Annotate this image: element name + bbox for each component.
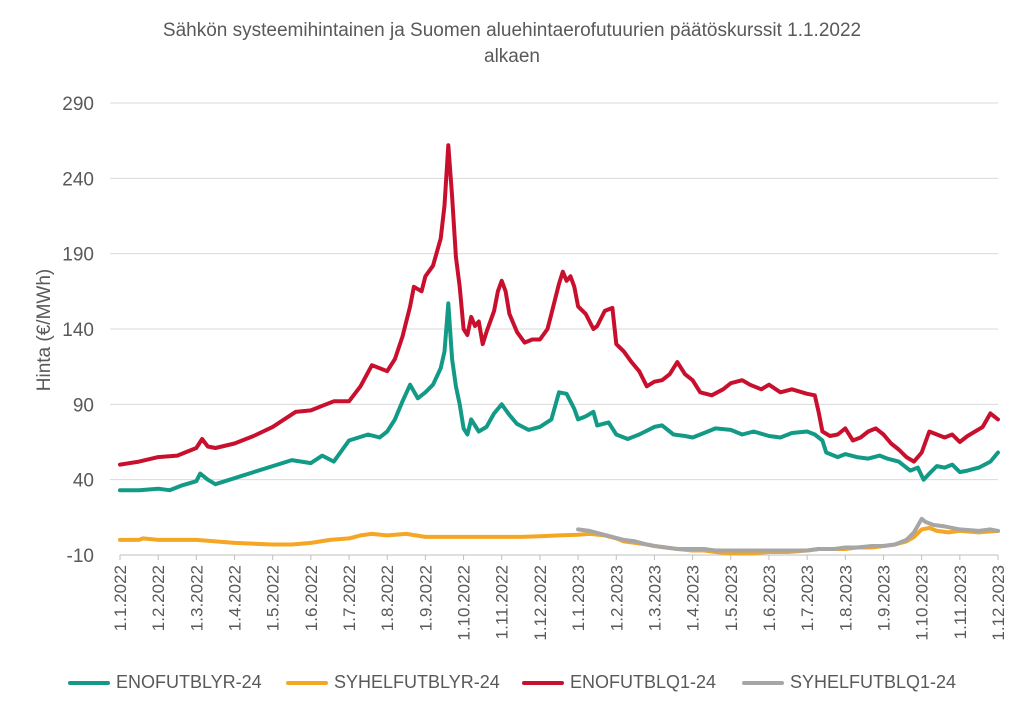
- y-axis-label: Hinta (€/MWh): [34, 269, 55, 391]
- legend-swatch: [286, 680, 328, 685]
- x-tick-label: 1.8.2022: [378, 565, 397, 631]
- x-tick-label: 1.5.2022: [264, 565, 283, 631]
- x-tick-label: 1.3.2022: [187, 565, 206, 631]
- x-tick-label: 1.9.2022: [416, 565, 435, 631]
- y-tick-label: 40: [73, 471, 94, 492]
- x-tick-label: 1.10.2023: [913, 565, 932, 641]
- x-tick-label: 1.7.2022: [340, 565, 359, 631]
- y-tick-label: 290: [62, 94, 94, 115]
- x-tick-label: 1.4.2022: [226, 565, 245, 631]
- x-tick-label: 1.1.2022: [111, 565, 130, 631]
- gridlines: [110, 102, 998, 481]
- plot-area: -10 40 90 140 190 240 290 1.1.2022 1.2.2022 1.3.…: [34, 94, 1008, 641]
- x-tick-label: 1.6.2023: [760, 565, 779, 631]
- legend-swatch: [522, 680, 564, 685]
- legend-label: SYHELFUTBLYR-24: [334, 672, 500, 692]
- legend-swatch: [742, 680, 784, 685]
- legend-item: ENOFUTBLQ1-24: [522, 672, 716, 693]
- series-line-syhelfutblyr-24: [118, 525, 1000, 556]
- x-tick-label: 1.1.2023: [569, 565, 588, 631]
- x-tick-label: 1.9.2023: [874, 565, 893, 631]
- x-tick-label: 1.4.2023: [684, 565, 703, 631]
- x-tick-label: 1.11.2022: [493, 565, 512, 639]
- series-lines: [118, 143, 1000, 556]
- x-axis: 1.1.2022 1.2.2022 1.3.2022 1.4.2022 1.5.2022…: [111, 554, 1008, 641]
- series-line-enofutblq1-24: [118, 143, 1000, 467]
- legend: ENOFUTBLYR-24 SYHELFUTBLYR-24 ENOFUTBLQ1-2…: [0, 672, 1024, 698]
- x-tick-label: 1.2.2022: [149, 565, 168, 631]
- y-tick-label: 90: [73, 395, 94, 416]
- legend-swatch: [68, 680, 110, 685]
- x-tick-label: 1.6.2022: [302, 565, 321, 631]
- y-tick-labels: -10 40 90 140 190 240 290: [62, 94, 94, 567]
- legend-item: ENOFUTBLYR-24: [68, 672, 262, 693]
- series-line-syhelfutblq1-24: [576, 516, 1000, 553]
- x-tick-label: 1.5.2023: [722, 565, 741, 631]
- y-tick-label: 140: [62, 320, 94, 341]
- x-tick-label: 1.12.2023: [989, 565, 1008, 641]
- legend-item: SYHELFUTBLYR-24: [286, 672, 500, 693]
- series-line-enofutblyr-24: [118, 301, 1000, 493]
- y-tick-label: 240: [62, 169, 94, 190]
- legend-label: SYHELFUTBLQ1-24: [790, 672, 957, 692]
- legend-label: ENOFUTBLYR-24: [116, 672, 262, 692]
- x-tick-label: 1.2.2023: [607, 565, 626, 631]
- y-tick-label: -10: [67, 546, 94, 567]
- x-tick-label: 1.7.2023: [798, 565, 817, 631]
- x-tick-label: 1.11.2023: [951, 565, 970, 639]
- y-tick-label: 190: [62, 245, 94, 266]
- chart-title-line-2: alkaen: [484, 46, 540, 67]
- x-tick-label: 1.8.2023: [836, 565, 855, 631]
- legend-label: ENOFUTBLQ1-24: [570, 672, 717, 692]
- x-tick-label: 1.12.2022: [531, 565, 550, 641]
- x-tick-label: 1.3.2023: [645, 565, 664, 631]
- legend-item: SYHELFUTBLQ1-24: [742, 672, 956, 693]
- x-tick-label: 1.10.2022: [455, 565, 474, 641]
- chart-title-line-1: Sähkön systeemihintainen ja Suomen alueh…: [162, 20, 862, 41]
